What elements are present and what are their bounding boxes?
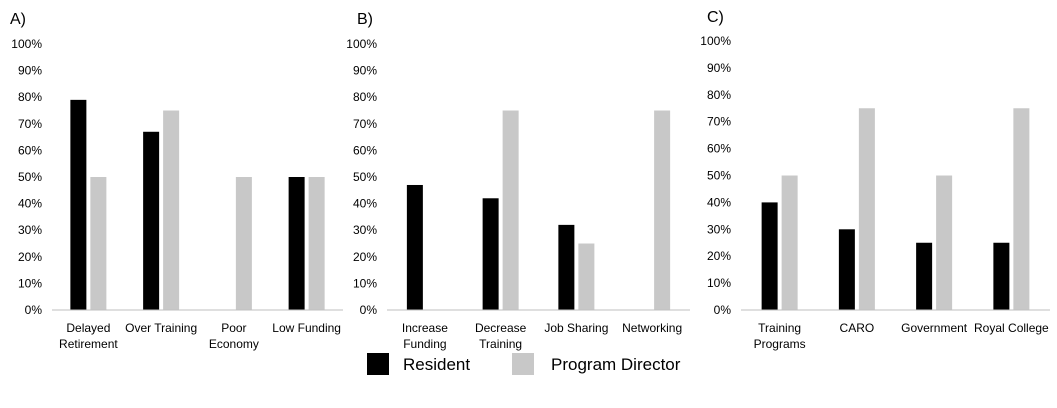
x-tick-label: Low Funding xyxy=(272,321,341,335)
y-tick-label: 10% xyxy=(18,276,42,290)
panel-label: C) xyxy=(707,9,724,26)
y-tick-label: 90% xyxy=(353,64,377,78)
x-tick-label: Economy xyxy=(209,337,259,351)
y-tick-label: 60% xyxy=(707,142,731,156)
y-tick-label: 0% xyxy=(360,303,378,317)
panel-label: A) xyxy=(10,11,26,28)
chart-panel-2: B) 0% 10% 20% 30% 40% 50% 60% 70% 80% 90% 100% Incre… xyxy=(346,11,690,351)
bar-program-director xyxy=(1013,108,1030,310)
x-tick-label: Training xyxy=(479,337,522,351)
x-tick-label: Poor xyxy=(221,321,246,335)
y-tick-label: 20% xyxy=(707,249,731,263)
y-tick-label: 40% xyxy=(353,197,377,211)
x-tick-label: Over Training xyxy=(125,321,197,335)
bar-program-director xyxy=(502,110,519,310)
x-tick-label: Retirement xyxy=(59,337,118,351)
x-tick-label: Training xyxy=(758,321,801,335)
y-tick-label: 40% xyxy=(18,197,42,211)
y-tick-label: 30% xyxy=(18,223,42,237)
y-tick-label: 20% xyxy=(353,250,377,264)
y-tick-label: 80% xyxy=(18,90,42,104)
x-tick-label: Increase xyxy=(402,321,448,335)
bar-resident xyxy=(916,242,933,310)
x-tick-label: Networking xyxy=(622,321,682,335)
y-tick-label: 90% xyxy=(18,64,42,78)
y-tick-label: 30% xyxy=(353,223,377,237)
bar-program-director xyxy=(308,177,325,310)
y-tick-label: 50% xyxy=(353,170,377,184)
legend-swatch-program-director xyxy=(512,353,534,375)
legend-label-resident: Resident xyxy=(403,355,470,374)
bar-resident xyxy=(558,224,575,310)
y-tick-label: 60% xyxy=(18,143,42,157)
y-tick-label: 100% xyxy=(700,34,731,48)
bar-program-director xyxy=(90,177,107,310)
y-tick-label: 0% xyxy=(25,303,43,317)
bar-program-director xyxy=(235,177,252,310)
y-tick-label: 0% xyxy=(714,303,732,317)
bar-program-director xyxy=(578,243,595,310)
x-tick-label: Decrease xyxy=(475,321,527,335)
y-tick-label: 50% xyxy=(707,169,731,183)
y-tick-label: 50% xyxy=(18,170,42,184)
y-tick-label: 60% xyxy=(353,143,377,157)
x-tick-label: Funding xyxy=(403,337,446,351)
bar-program-director xyxy=(781,175,798,310)
bar-program-director xyxy=(858,108,875,310)
bar-resident xyxy=(838,229,855,310)
legend-label-program-director: Program Director xyxy=(551,355,681,374)
y-tick-label: 40% xyxy=(707,195,731,209)
bar-resident xyxy=(761,202,778,310)
x-tick-label: CARO xyxy=(840,321,875,335)
y-tick-label: 80% xyxy=(353,90,377,104)
y-tick-label: 20% xyxy=(18,250,42,264)
bar-resident xyxy=(143,131,160,310)
panel-label: B) xyxy=(357,11,373,28)
chart-panel-3: C) 0% 10% 20% 30% 40% 50% 60% 70% 80% 90% 100% Train… xyxy=(700,9,1050,351)
y-tick-label: 70% xyxy=(18,117,42,131)
bar-program-director xyxy=(654,110,671,310)
y-tick-label: 70% xyxy=(707,115,731,129)
x-tick-label: Delayed xyxy=(66,321,110,335)
x-tick-label: Programs xyxy=(754,337,806,351)
bar-resident xyxy=(482,198,499,310)
bar-resident xyxy=(70,99,87,310)
x-tick-label: Job Sharing xyxy=(544,321,608,335)
x-tick-label: Royal College xyxy=(974,321,1049,335)
y-tick-label: 80% xyxy=(707,88,731,102)
y-tick-label: 90% xyxy=(707,61,731,75)
y-tick-label: 70% xyxy=(353,117,377,131)
y-tick-label: 100% xyxy=(11,37,42,51)
bar-resident xyxy=(288,177,305,310)
bar-program-director xyxy=(936,175,953,310)
y-tick-label: 10% xyxy=(353,276,377,290)
bar-resident xyxy=(406,184,423,310)
x-tick-label: Government xyxy=(901,321,968,335)
legend-swatch-resident xyxy=(367,353,389,375)
y-tick-label: 10% xyxy=(707,276,731,290)
legend: Resident Program Director xyxy=(367,353,681,375)
bar-resident xyxy=(993,242,1010,310)
y-tick-label: 100% xyxy=(346,37,377,51)
chart-panel-1: A) 0% 10% 20% 30% 40% 50% 60% 70% 80% 90% 100% Delay… xyxy=(10,11,343,351)
bar-program-director xyxy=(163,110,180,310)
y-tick-label: 30% xyxy=(707,222,731,236)
